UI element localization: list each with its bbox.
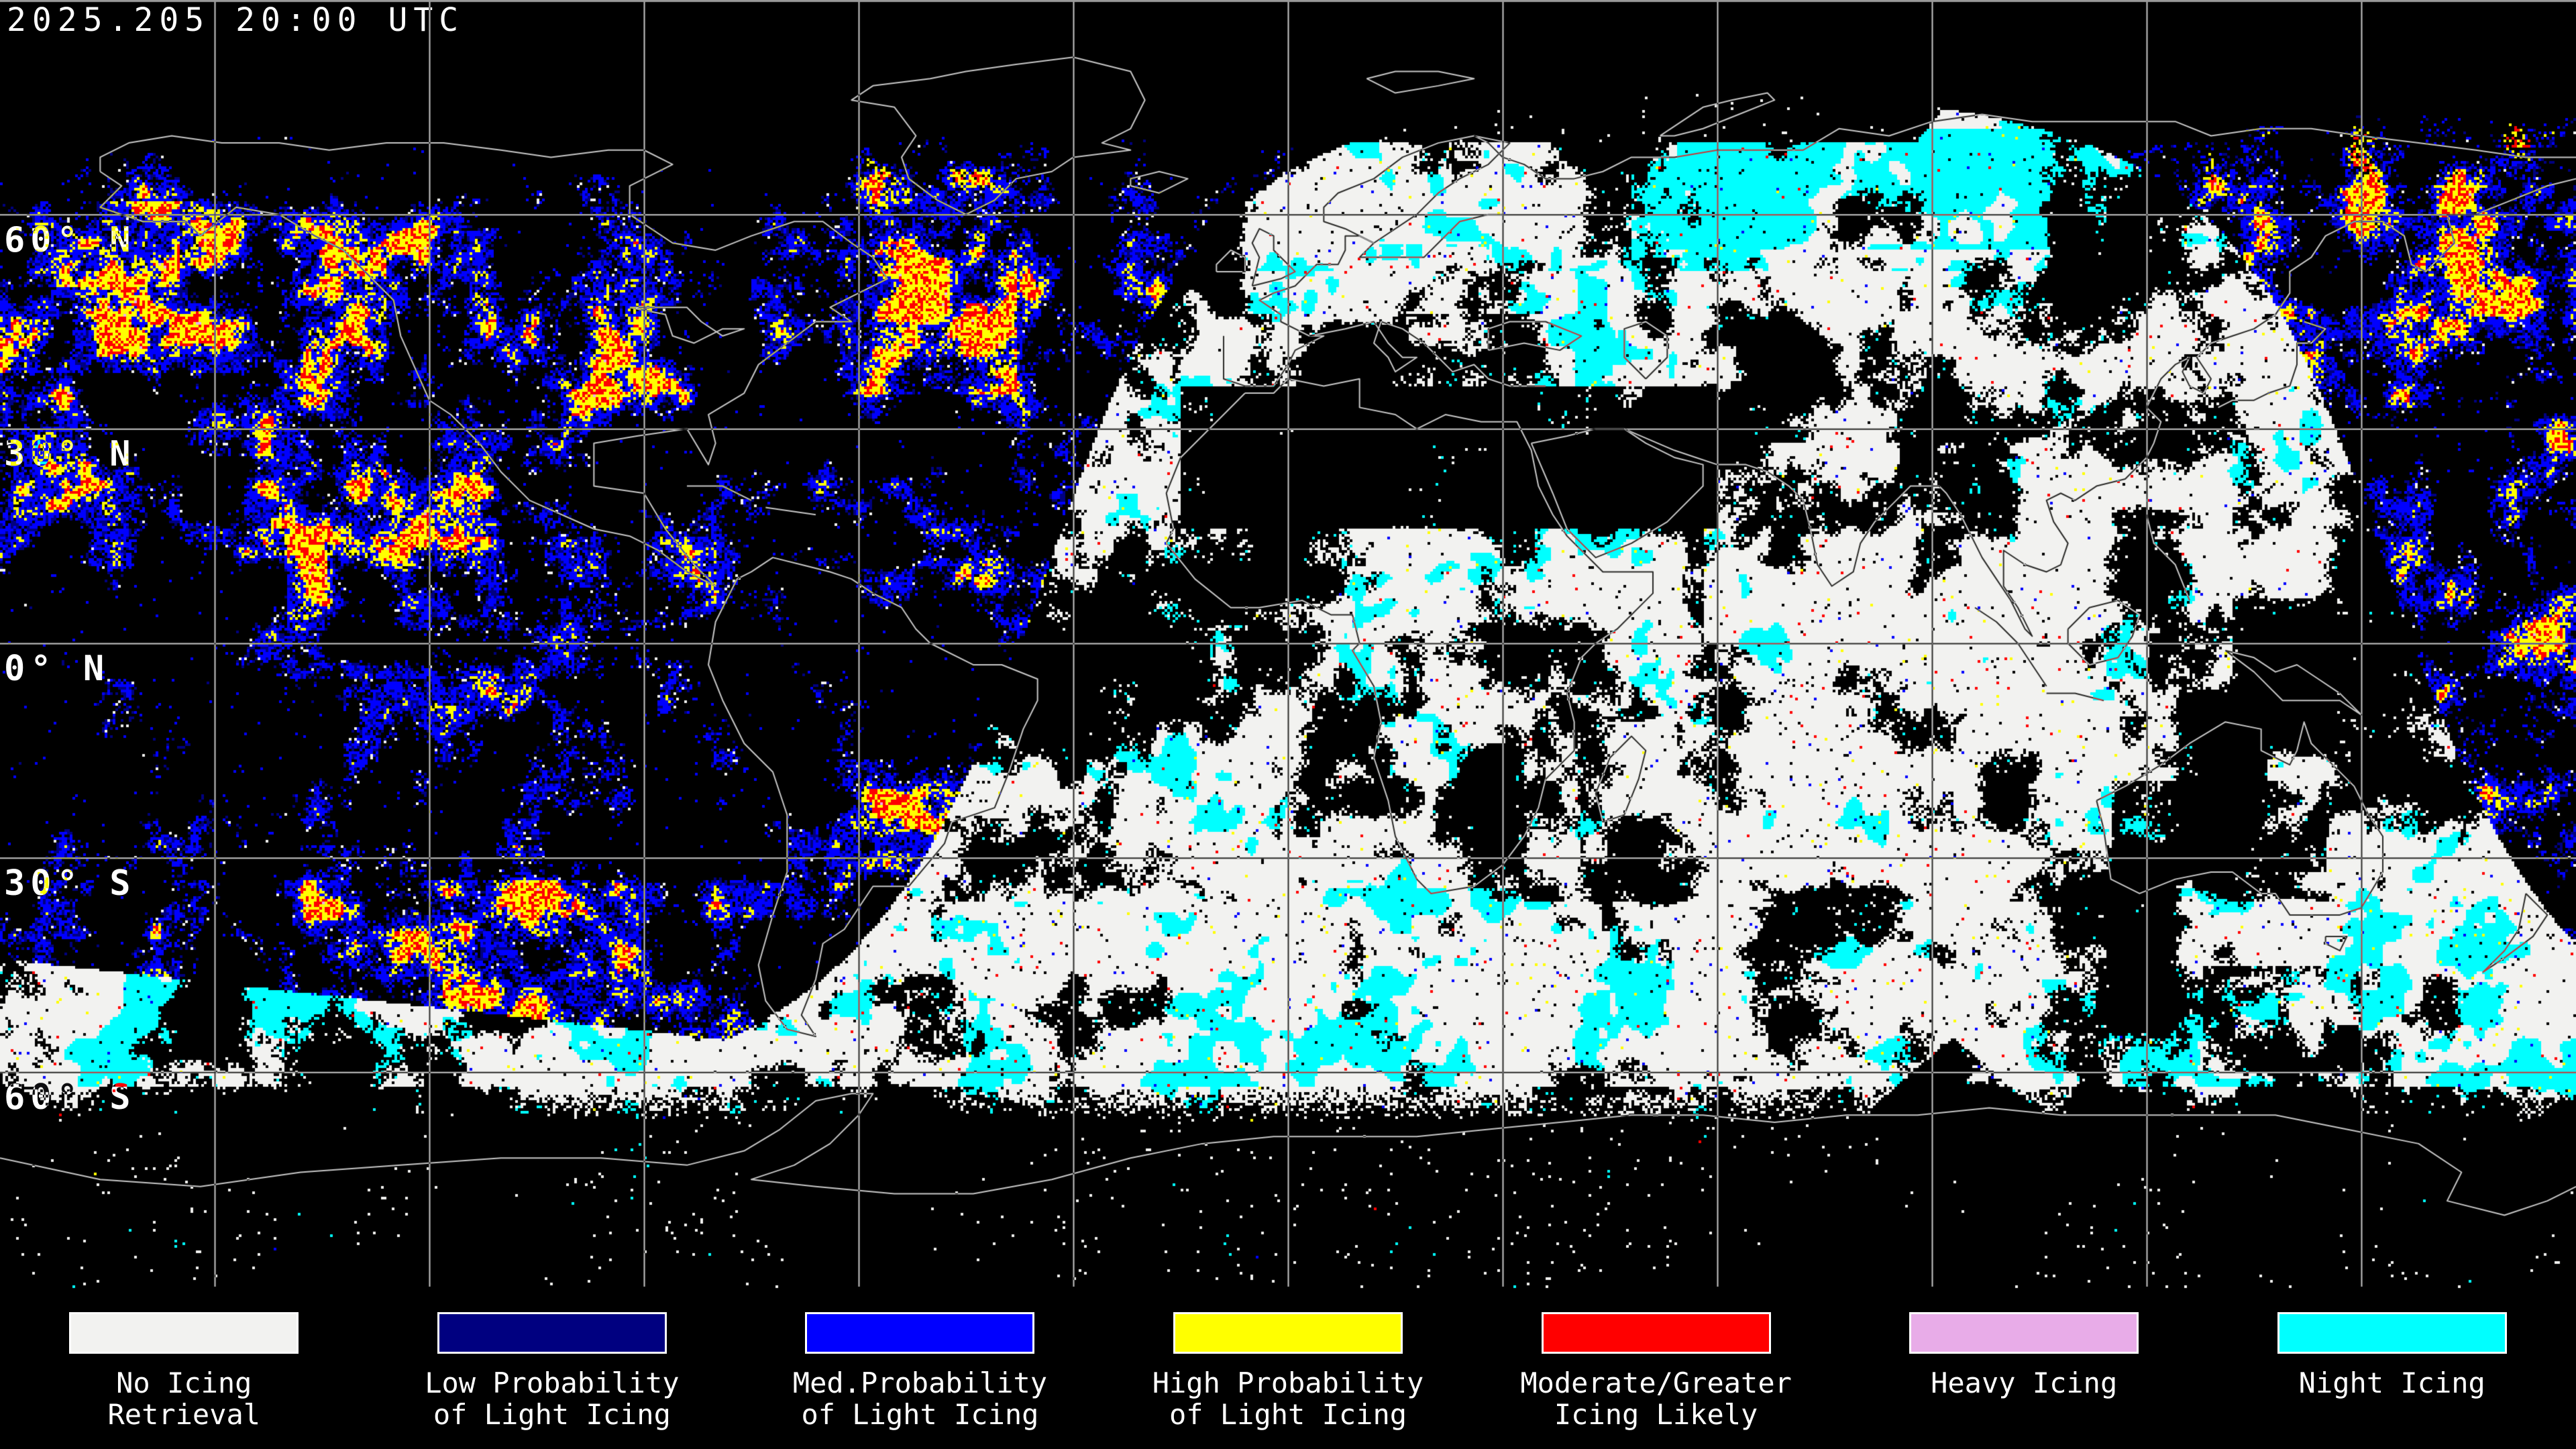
latitude-label: 30° N: [4, 434, 136, 475]
latitude-label: 30° S: [4, 863, 136, 904]
legend-item-med-prob-light-icing: Med.Probability of Light Icing: [736, 1287, 1104, 1449]
legend-label-moderate-greater-icing: Moderate/Greater Icing Likely: [1520, 1366, 1792, 1432]
legend-label-no-icing-retrieval: No Icing Retrieval: [107, 1366, 261, 1432]
legend-label-high-prob-light-icing: High Probability of Light Icing: [1152, 1366, 1424, 1432]
legend-item-high-prob-light-icing: High Probability of Light Icing: [1104, 1287, 1472, 1449]
latitude-label: 0° N: [4, 649, 110, 689]
legend-swatch-heavy-icing: [1909, 1312, 2139, 1354]
legend-swatch-med-prob-light-icing: [805, 1312, 1035, 1354]
legend-bar: No Icing Retrieval Low Probability of Light…: [0, 1287, 2576, 1449]
legend-label-night-icing: Night Icing: [2298, 1366, 2485, 1399]
legend-item-moderate-greater-icing: Moderate/Greater Icing Likely: [1472, 1287, 1840, 1449]
legend-label-heavy-icing: Heavy Icing: [1931, 1366, 2118, 1399]
legend-swatch-moderate-greater-icing: [1541, 1312, 1771, 1354]
legend-item-low-prob-light-icing: Low Probability of Light Icing: [368, 1287, 737, 1449]
timestamp-label: 2025.205 20:00 UTC: [7, 1, 465, 39]
legend-swatch-no-icing-retrieval: [69, 1312, 299, 1354]
legend-item-night-icing: Night Icing: [2208, 1287, 2576, 1449]
legend-swatch-high-prob-light-icing: [1173, 1312, 1403, 1354]
legend-label-med-prob-light-icing: Med.Probability of Light Icing: [792, 1366, 1048, 1432]
legend-item-no-icing-retrieval: No Icing Retrieval: [0, 1287, 368, 1449]
legend-item-heavy-icing: Heavy Icing: [1840, 1287, 2208, 1449]
legend-label-low-prob-light-icing: Low Probability of Light Icing: [425, 1366, 680, 1432]
latitude-label: 60° S: [4, 1077, 136, 1118]
latitude-label: 60° N: [4, 219, 136, 260]
legend-swatch-low-prob-light-icing: [437, 1312, 667, 1354]
legend-swatch-night-icing: [2277, 1312, 2507, 1354]
